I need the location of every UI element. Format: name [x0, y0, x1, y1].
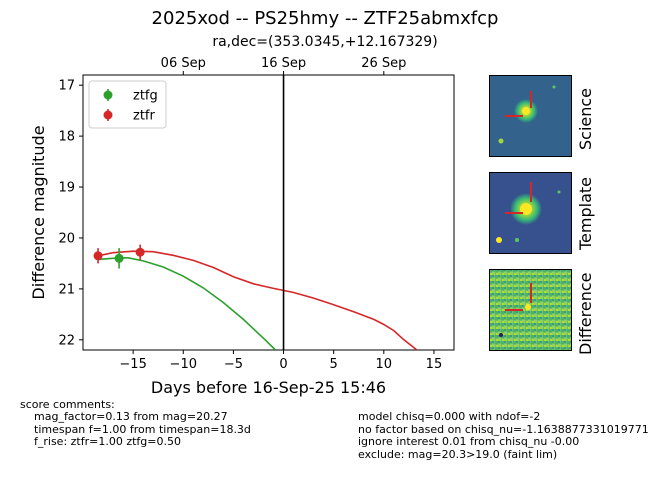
comment-line: no factor based on chisq_nu=-1.163887733…	[358, 422, 649, 436]
difference-cutout-image	[489, 269, 572, 351]
y-tick-label: 20	[58, 231, 75, 246]
top-tick-label: 16 Sep	[261, 56, 306, 71]
x-tick-label: −5	[224, 357, 243, 372]
plot-clip-group	[93, 75, 418, 350]
comment-line: timespan f=1.00 from timespan=18.3d	[34, 422, 251, 436]
coordinates-subtitle: ra,dec=(353.0345,+12.167329)	[212, 34, 438, 50]
comment-line: ignore interest 0.01 from chisq_nu -0.00	[358, 435, 580, 448]
plot-data	[93, 75, 418, 350]
comment-line: f_rise: ztfr=1.00 ztfg=0.50	[34, 435, 181, 448]
score-comments-left: mag_factor=0.13 from mag=20.27 timespan …	[34, 410, 251, 449]
y-tick-label: 21	[58, 282, 75, 297]
y-axis-label: Difference magnitude	[29, 125, 48, 299]
top-tick-label: 26 Sep	[361, 56, 406, 71]
plot-axes: −15 −10 −5 0 5 10 15 17 18 19 20 21 22 06 Sep 16 Sep 26…	[29, 56, 455, 397]
ztfr-data-point	[135, 247, 145, 257]
template-cutout-image	[489, 172, 572, 254]
y-tick-label: 22	[58, 333, 75, 348]
x-tick-label: 5	[330, 357, 338, 372]
science-cutout-image	[489, 75, 572, 157]
ztfg-data-point	[114, 253, 124, 263]
ztfr-legend-label: ztfr	[133, 109, 155, 124]
x-tick-label: 10	[376, 357, 393, 372]
difference-label: Difference	[576, 272, 595, 355]
x-tick-label: 15	[426, 357, 443, 372]
x-tick-label: 0	[279, 357, 287, 372]
legend: ztfg ztfr	[88, 80, 167, 129]
ztfg-legend-label: ztfg	[133, 89, 158, 104]
y-tick-label: 18	[58, 130, 75, 145]
y-tick-label: 17	[58, 79, 75, 94]
ztfr-legend-marker	[103, 110, 113, 120]
comment-line: mag_factor=0.13 from mag=20.27	[34, 410, 228, 423]
y-tick-label: 19	[58, 181, 75, 196]
comment-line: model chisq=0.000 with ndof=-2	[358, 411, 541, 423]
figure-title: 2025xod -- PS25hmy -- ZTF25abmxfcp	[151, 8, 499, 29]
comment-line: exclude: mag=20.3>19.0 (faint lim)	[358, 447, 558, 461]
ztfr-data-point	[93, 251, 103, 261]
x-tick-label: −10	[170, 357, 197, 372]
ztfr-model-curve	[97, 250, 418, 350]
plot-frame	[82, 74, 455, 351]
score-comments-header: score comments:	[20, 398, 115, 411]
x-tick-label: −15	[119, 357, 146, 372]
ztfg-model-curve	[97, 256, 277, 350]
ztfg-legend-marker	[103, 90, 113, 100]
top-tick-label: 06 Sep	[161, 56, 206, 71]
x-axis-label: Days before 16-Sep-25 15:46	[151, 378, 386, 397]
template-label: Template	[576, 176, 595, 250]
score-comments-right: model chisq=0.000 with ndof=-2 no factor…	[358, 411, 650, 461]
science-label: Science	[576, 87, 595, 150]
